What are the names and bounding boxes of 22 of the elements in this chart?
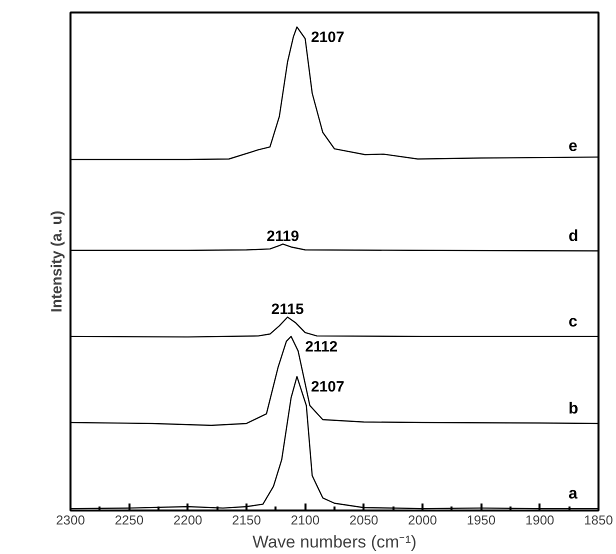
annotation: 2107 <box>310 29 344 46</box>
x-tick-label: 2050 <box>349 512 378 528</box>
series-label: d <box>568 228 578 245</box>
x-tick-label: 2250 <box>114 512 144 528</box>
x-tick-label: 2200 <box>173 512 202 528</box>
annotation: 2119 <box>266 228 300 246</box>
series-label: c <box>568 313 578 330</box>
x-axis-title: Wave numbers (cm⁻¹) <box>252 532 417 552</box>
x-tick-label: 1900 <box>525 512 554 528</box>
x-tick-label: 1850 <box>584 512 613 528</box>
annotation: 2112 <box>305 338 338 356</box>
annotation: 2107 <box>310 378 344 396</box>
x-tick-label: 2100 <box>290 512 320 528</box>
x-tick-label: 2300 <box>56 512 85 528</box>
x-tick-label: 1950 <box>466 512 496 528</box>
series-label: e <box>568 138 578 156</box>
series-label: b <box>568 400 578 418</box>
x-tick-label: 2000 <box>408 512 437 528</box>
x-tick-label: 2150 <box>232 512 261 528</box>
annotation: 2115 <box>271 301 304 318</box>
y-axis-title: Intensity (a. u) <box>48 210 66 312</box>
series-label: a <box>568 486 578 503</box>
